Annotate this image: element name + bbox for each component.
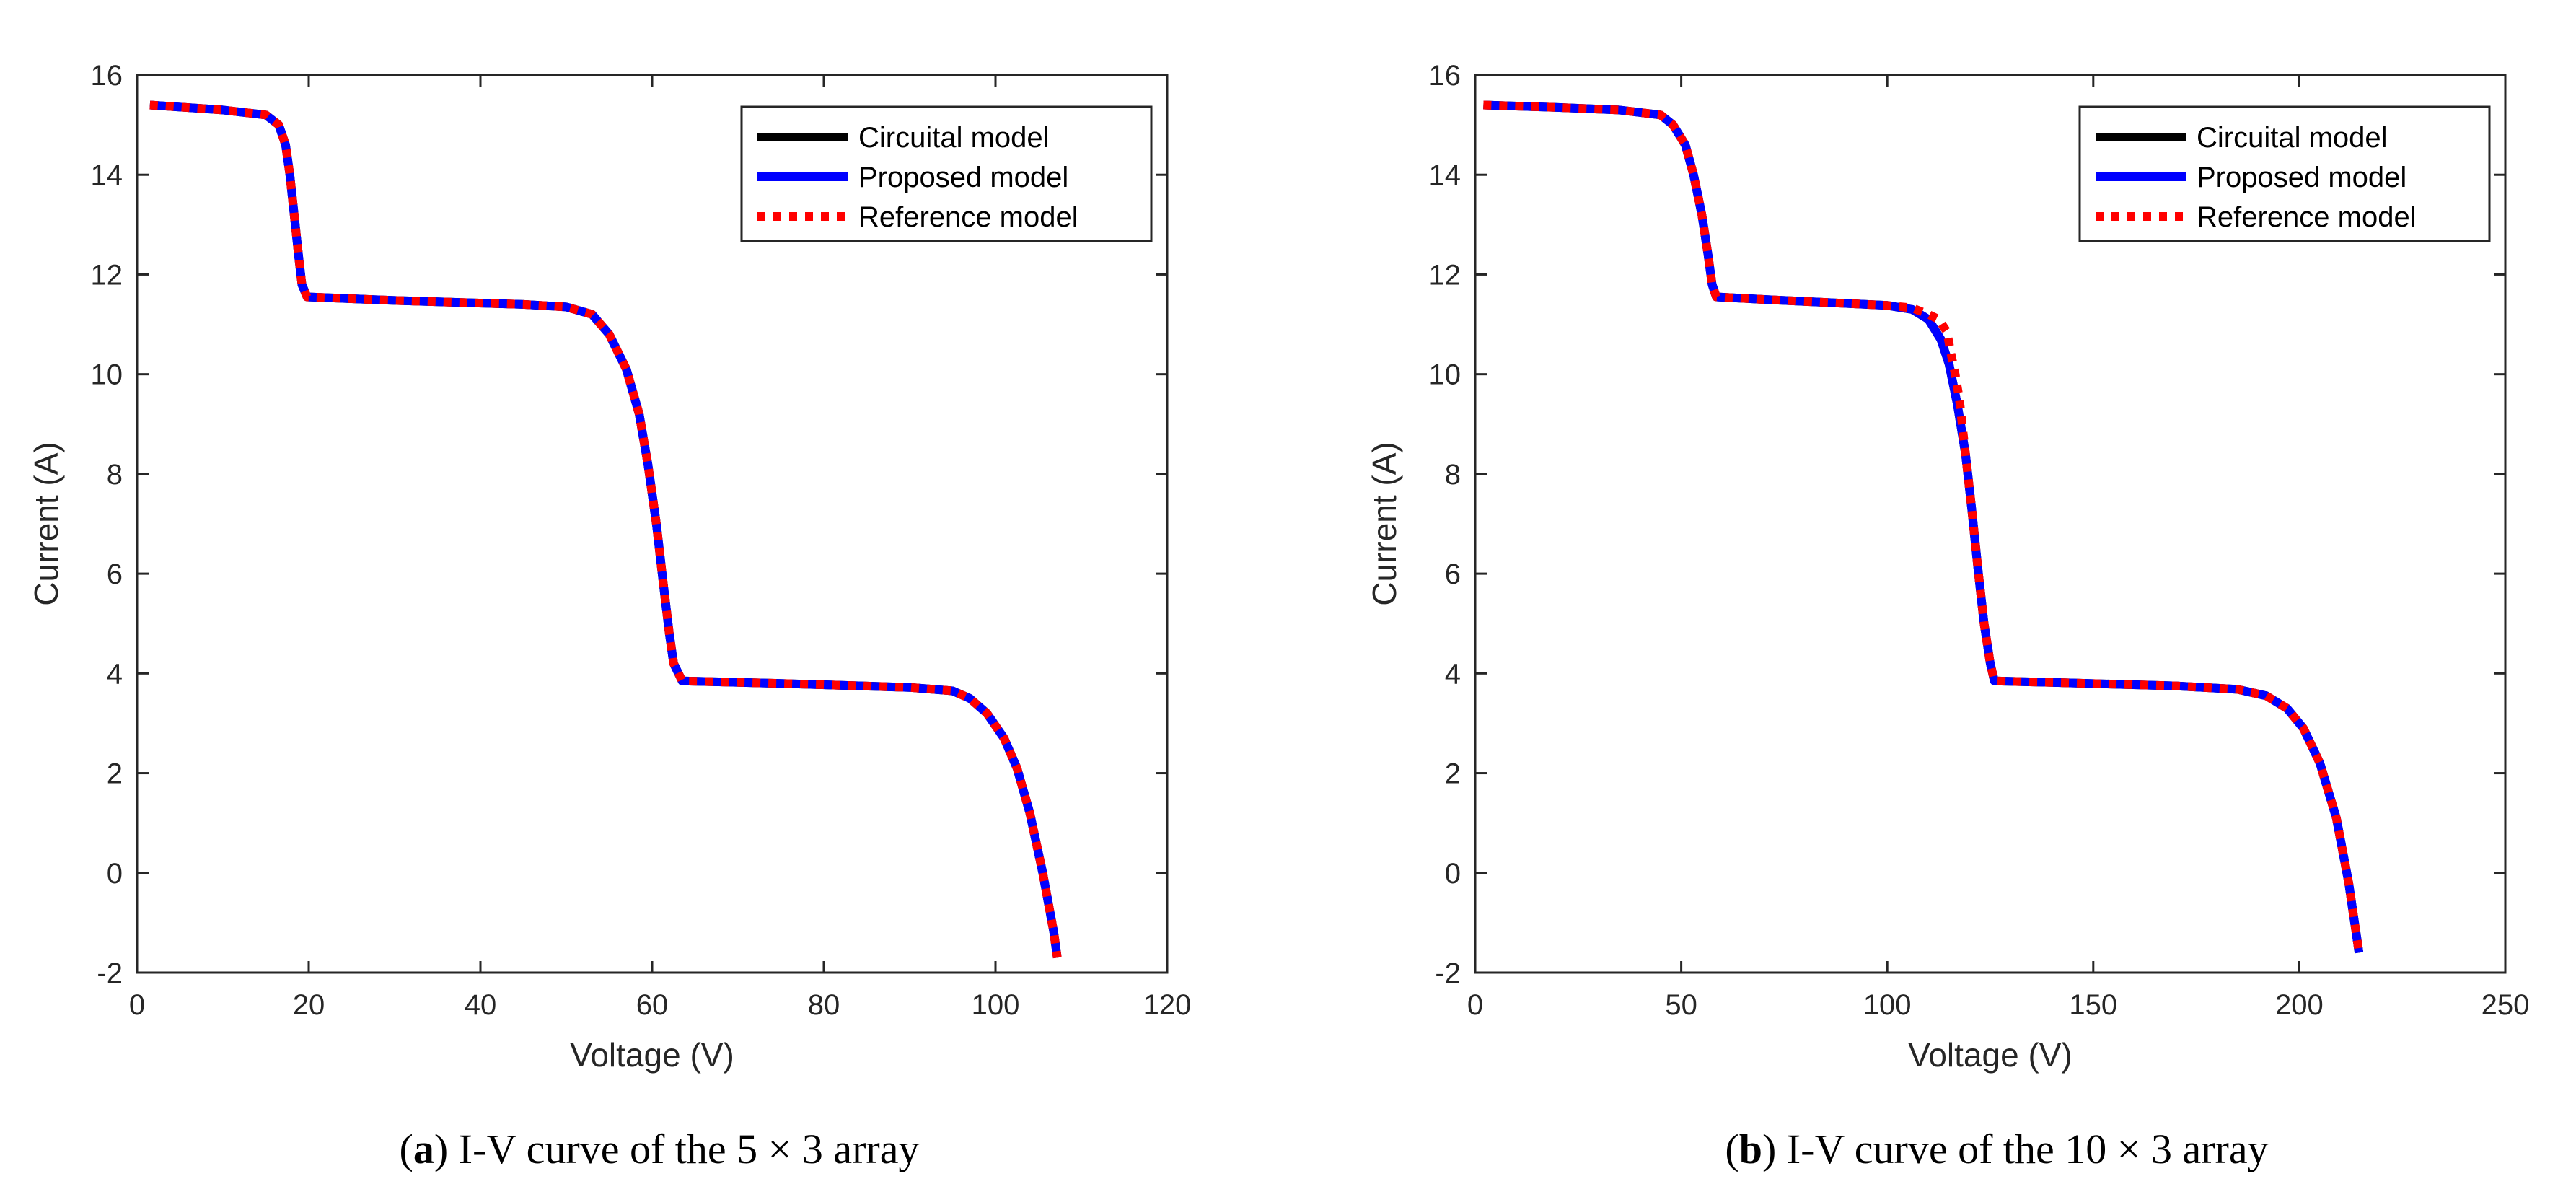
panel-a-caption: (a) I-V curve of the 5 × 3 array xyxy=(400,1126,920,1172)
panel-b-legend-label: Reference model xyxy=(2197,201,2417,233)
panel-a-x-tick-label: 120 xyxy=(1143,989,1192,1021)
panel-a-y-tick-label: 12 xyxy=(91,259,123,291)
panel-a-caption-letter-bold: a xyxy=(413,1126,434,1172)
panel-b-x-tick-label: 150 xyxy=(2069,989,2117,1021)
panel-b-legend-label: Circuital model xyxy=(2197,122,2388,154)
panel-a-x-tick-label: 80 xyxy=(808,989,840,1021)
panel-a-x-tick-label: 40 xyxy=(465,989,497,1021)
panel-b-y-tick-label: 4 xyxy=(1445,658,1461,690)
panel-b-caption-paren: ) xyxy=(1762,1126,1787,1172)
panel-b-y-tick-label: 10 xyxy=(1429,359,1461,391)
panel-b-y-tick-label: 0 xyxy=(1445,858,1461,890)
panel-b-y-tick-label: 16 xyxy=(1429,60,1461,92)
panel-a-legend-label: Proposed model xyxy=(858,162,1068,193)
panel-a-y-tick-label: 0 xyxy=(107,858,123,890)
panel-a-y-tick-label: 8 xyxy=(107,459,123,491)
panel-a-x-tick-label: 0 xyxy=(129,989,145,1021)
panel-b-y-tick-label: 8 xyxy=(1445,459,1461,491)
panel-b-x-tick-label: 200 xyxy=(2275,989,2324,1021)
panel-a-y-tick-label: 14 xyxy=(91,159,123,191)
panel-a-y-tick-label: 2 xyxy=(107,758,123,790)
panel-b-x-tick-label: 50 xyxy=(1665,989,1697,1021)
panel-b-x-tick-label: 100 xyxy=(1863,989,1912,1021)
panel-a-y-tick-label: -2 xyxy=(97,957,123,989)
panel-a-y-tick-label: 4 xyxy=(107,658,123,690)
panel-b-y-tick-label: 6 xyxy=(1445,558,1461,590)
panel-a-y-tick-label: 6 xyxy=(107,558,123,590)
panel-a-caption-text: I-V curve of the 5 × 3 array xyxy=(459,1126,920,1172)
panel-b-y-tick-label: -2 xyxy=(1435,957,1461,989)
panel-b-series-reference-model xyxy=(1483,100,2364,954)
panel-b-x-tick-label: 250 xyxy=(2482,989,2530,1021)
panel-b-x-tick-label: 0 xyxy=(1467,989,1483,1021)
panel-a-y-tick-label: 16 xyxy=(91,60,123,92)
panel-a-y-tick-label: 10 xyxy=(91,359,123,391)
panel-a-x-tick-label: 20 xyxy=(293,989,325,1021)
panel-b-y-tick-label: 14 xyxy=(1429,159,1461,191)
panel-b-caption: (b) I-V curve of the 10 × 3 array xyxy=(1725,1126,2268,1172)
panel-b-caption-letter-bold: b xyxy=(1739,1126,1762,1172)
panel-a-x-tick-label: 100 xyxy=(972,989,1020,1021)
panel-b-y-axis-label: Current (A) xyxy=(1366,442,1403,605)
panel-a-caption-paren: ) xyxy=(434,1126,459,1172)
panel-a-x-tick-label: 60 xyxy=(636,989,669,1021)
panel-b-caption-text: I-V curve of the 10 × 3 array xyxy=(1787,1126,2269,1172)
panel-b-y-tick-label: 2 xyxy=(1445,758,1461,790)
panel-a-series-reference-model xyxy=(149,100,1062,959)
panel-a-x-axis-label: Voltage (V) xyxy=(570,1036,734,1074)
panel-a-legend-label: Circuital model xyxy=(858,122,1050,154)
panel-b-caption-letter: ( xyxy=(1725,1126,1738,1172)
panel-b-x-axis-label: Voltage (V) xyxy=(1908,1036,2072,1074)
panel-b-legend-label: Proposed model xyxy=(2197,162,2406,193)
panel-a-legend-label: Reference model xyxy=(858,201,1078,233)
panel-a-caption-letter: ( xyxy=(400,1126,413,1172)
panel-b-y-tick-label: 12 xyxy=(1429,259,1461,291)
panel-a-y-axis-label: Current (A) xyxy=(27,442,65,605)
